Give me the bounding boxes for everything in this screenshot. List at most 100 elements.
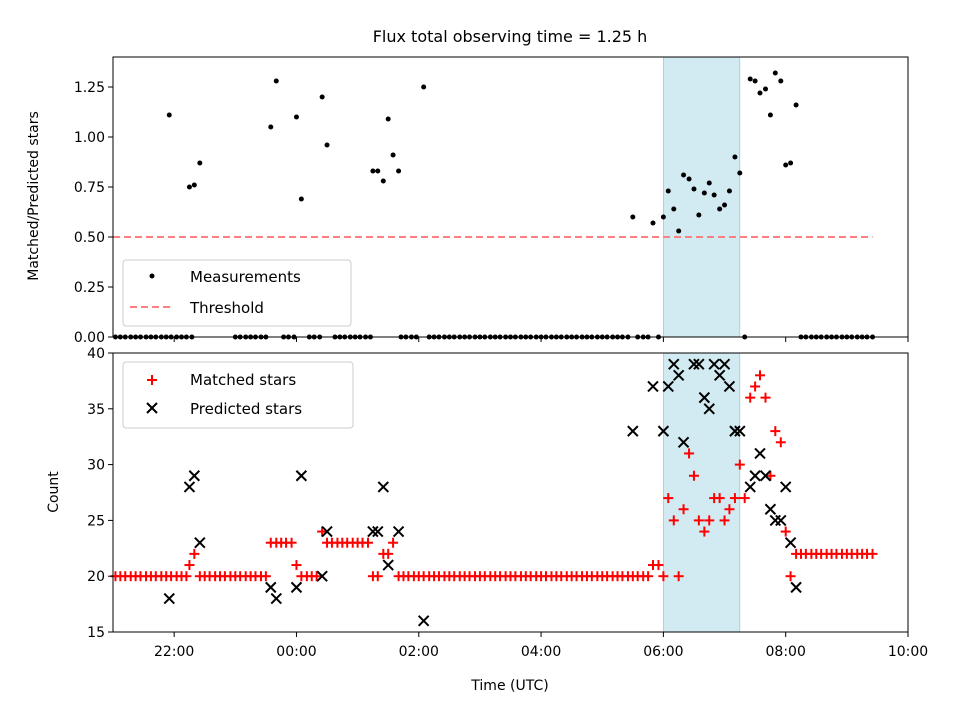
predicted-star-point <box>662 380 674 393</box>
predicted-star-point <box>183 481 196 493</box>
predicted-star-point <box>647 380 659 393</box>
matched-star-point <box>260 571 271 582</box>
bottom-y-axis: 15 20 25 30 35 40 <box>87 346 113 641</box>
legend-measurements-marker <box>149 273 155 279</box>
measurement-point <box>380 178 386 184</box>
measurement-point <box>763 86 769 92</box>
matched-star-point <box>189 548 200 559</box>
predicted-star-point <box>270 592 282 605</box>
measurement-point <box>650 220 656 226</box>
matched-star-point <box>745 392 756 403</box>
top-legend: Measurements Threshold <box>122 259 352 327</box>
x-tick-label: 08:00 <box>766 644 806 660</box>
top-x-ticks <box>173 337 909 342</box>
measurement-point <box>273 78 279 84</box>
measurement-point <box>788 160 794 166</box>
matched-star-point <box>653 560 664 571</box>
measurement-point <box>783 162 789 168</box>
matched-star-point <box>658 571 669 582</box>
predicted-star-point <box>693 358 705 370</box>
predicted-star-point <box>744 481 756 493</box>
measurement-point <box>726 188 732 194</box>
predicted-star-point <box>163 592 175 605</box>
measurement-point <box>681 172 687 178</box>
bottom-panel: 15 20 25 30 35 40 22:00 00:00 02:00 04:00 06:00 08… <box>46 346 928 694</box>
predicted-star-point <box>668 358 680 370</box>
matched-star-point <box>388 537 399 548</box>
measurement-point <box>717 206 723 212</box>
observing-window-band-top <box>663 56 741 338</box>
matched-star-point <box>181 571 192 582</box>
measurement-point <box>396 168 402 174</box>
measurement-point <box>166 112 172 118</box>
measurement-point <box>191 182 197 188</box>
matched-star-point <box>785 571 796 582</box>
top-y-axis-label: Matched/Predicted stars <box>26 111 42 281</box>
top-y-tick-label: 0.25 <box>74 280 105 296</box>
predicted-star-point <box>627 425 639 437</box>
matched-star-point <box>755 370 766 381</box>
predicted-star-point <box>698 391 711 404</box>
matched-star-point <box>734 459 745 470</box>
predicted-star-point <box>754 447 766 460</box>
measurement-point <box>686 176 692 182</box>
x-tick-label: 04:00 <box>521 644 561 660</box>
matched-star-point <box>363 537 374 548</box>
measurement-point <box>737 170 743 176</box>
matched-star-point <box>291 560 302 571</box>
bottom-y-axis-label: Count <box>46 471 62 513</box>
matched-star-point <box>775 437 786 448</box>
measurement-point <box>370 168 376 174</box>
measurement-point <box>793 102 799 108</box>
predicted-star-point <box>784 537 797 549</box>
chart-title: Flux total observing time = 1.25 h <box>373 27 648 46</box>
matched-star-point <box>643 571 654 582</box>
legend-measurements-label: Measurements <box>190 268 301 286</box>
matched-star-point <box>372 571 383 582</box>
top-y-tick-label: 1.25 <box>74 80 105 96</box>
predicted-star-point <box>377 481 390 493</box>
bottom-y-tick-label: 35 <box>87 402 105 418</box>
predicted-star-point <box>265 581 277 594</box>
legend-threshold-label: Threshold <box>189 299 264 317</box>
measurement-point <box>421 84 427 90</box>
measurement-point <box>767 112 773 118</box>
matched-star-point <box>286 537 297 548</box>
measurement-point <box>293 114 299 120</box>
predicted-star-point <box>194 537 206 549</box>
measurement-point <box>660 214 666 220</box>
measurement-point <box>696 212 702 218</box>
measurement-point <box>691 186 697 192</box>
x-tick-label: 22:00 <box>154 644 194 660</box>
matched-star-point <box>719 515 730 526</box>
predicted-star-point <box>703 403 715 415</box>
predicted-star-point <box>295 470 308 482</box>
measurement-point <box>671 206 677 212</box>
measurement-point <box>665 188 671 194</box>
predicted-star-point <box>759 470 772 482</box>
predicted-star-point <box>657 425 670 437</box>
legend-matched-label: Matched stars <box>190 371 296 389</box>
matched-star-point <box>699 526 710 537</box>
measurement-point <box>197 160 203 166</box>
matched-star-point <box>714 493 725 504</box>
top-y-tick-label: 0.50 <box>74 230 105 246</box>
matched-star-point <box>668 515 679 526</box>
matched-star-point <box>724 504 735 515</box>
matched-star-point <box>739 493 750 504</box>
predicted-star-point <box>729 425 741 437</box>
matched-star-point <box>704 515 715 526</box>
predicted-star-point <box>677 436 690 448</box>
bottom-x-axis: 22:00 00:00 02:00 04:00 06:00 08:00 10:00 <box>154 632 928 660</box>
matched-star-point <box>750 381 761 392</box>
measurement-point <box>701 190 707 196</box>
top-y-tick-label: 1.00 <box>74 130 105 146</box>
matched-star-point <box>184 560 195 571</box>
bottom-y-tick-label: 25 <box>87 513 105 529</box>
measurement-point <box>324 142 330 148</box>
predicted-star-point <box>688 358 700 370</box>
top-y-axis: 0.00 0.25 0.50 0.75 1.00 1.25 <box>74 80 113 346</box>
measurement-point <box>772 70 778 76</box>
